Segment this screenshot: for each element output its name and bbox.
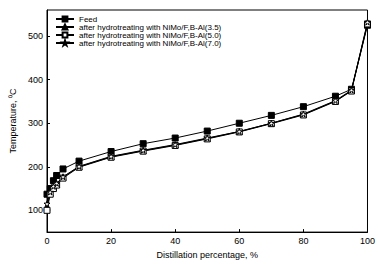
- svg-text:100: 100: [360, 236, 375, 246]
- svg-text:80: 80: [298, 236, 308, 246]
- svg-text:500: 500: [28, 31, 43, 41]
- svg-text:20: 20: [106, 236, 116, 246]
- svg-text:400: 400: [28, 75, 43, 85]
- svg-text:60: 60: [234, 236, 244, 246]
- svg-text:100: 100: [28, 205, 43, 215]
- svg-text:after hydrotreating with NiMo/: after hydrotreating with NiMo/F,B-Al(5.0…: [79, 30, 222, 40]
- svg-text:after hydrotreating with NiMo/: after hydrotreating with NiMo/F,B-Al(3.5…: [79, 22, 222, 32]
- svg-text:Distillation percentage, %: Distillation percentage, %: [156, 250, 258, 260]
- svg-text:Feed: Feed: [79, 14, 98, 24]
- svg-text:Temperature, ⁰C: Temperature, ⁰C: [8, 88, 18, 154]
- svg-text:40: 40: [170, 236, 180, 246]
- svg-text:300: 300: [28, 118, 43, 128]
- svg-text:0: 0: [44, 236, 49, 246]
- svg-text:200: 200: [28, 162, 43, 172]
- svg-text:after hydrotreating with NiMo/: after hydrotreating with NiMo/F,B-Al(7.0…: [79, 39, 222, 48]
